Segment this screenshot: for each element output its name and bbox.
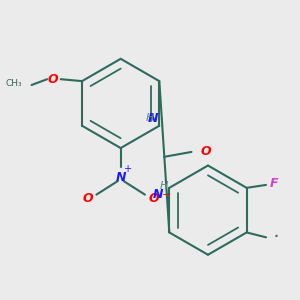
Text: H: H (160, 181, 168, 191)
Text: O: O (82, 192, 93, 205)
Text: O: O (148, 192, 159, 205)
Text: −: − (162, 190, 171, 200)
Text: N: N (116, 171, 126, 184)
Text: O: O (200, 146, 211, 158)
Text: O: O (48, 73, 58, 86)
Text: ·: · (273, 228, 279, 247)
Text: CH₃: CH₃ (5, 79, 22, 88)
Text: +: + (124, 164, 133, 174)
Text: F: F (269, 178, 278, 190)
Text: N: N (147, 112, 158, 125)
Text: H: H (146, 113, 154, 123)
Text: N: N (152, 188, 163, 201)
